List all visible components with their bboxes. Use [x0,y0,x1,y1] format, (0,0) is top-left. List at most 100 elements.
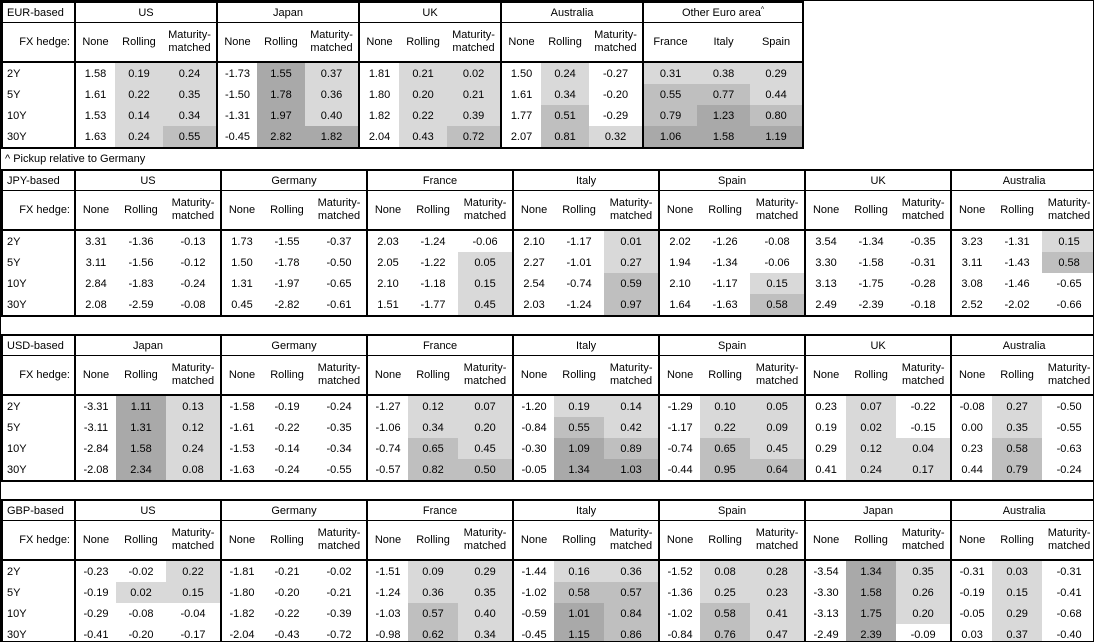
value-cell: -1.53 [220,438,263,459]
value-cell: -0.29 [602,109,629,122]
value-cell: 0.47 [750,624,806,641]
country-header: UK [804,170,952,191]
subcol-header: Rolling [116,520,166,561]
subcol-header: Maturity-matched [163,22,217,63]
value-cell: 0.45 [750,438,806,459]
value-cell: -0.24 [1056,463,1082,476]
value-cell: 0.24 [166,438,222,459]
value-cell: 0.55 [554,417,605,438]
value-cell: 0.42 [604,417,660,438]
value-cell: -0.39 [326,607,352,620]
row-label: 30Y [7,130,27,143]
value-cell: -0.72 [326,628,352,641]
value-cell: -2.08 [74,459,116,481]
value-cell: 0.23 [950,438,993,459]
table-row: 5Y 3.11 -1.56 -0.12 1.50 -1.78 -0.50 2.05 -1.22 0… [2,252,1093,273]
value-cell: 0.39 [447,105,502,126]
value-cell: 1.61 [74,84,115,105]
value-cell: 2.84 [74,273,116,294]
fx-hedge-label: FX hedge: [2,190,75,231]
value-cell: -1.63 [712,298,738,311]
value-cell: 0.40 [305,105,360,126]
country-header: Italy [512,335,660,356]
value-cell: 0.02 [846,417,897,438]
value-cell: -1.29 [658,395,701,417]
value-cell: 0.15 [1042,230,1093,252]
value-cell: 0.97 [604,294,660,316]
subcol-header: Rolling [846,520,897,561]
subcol-header: None [512,190,555,231]
value-cell: 0.24 [846,459,897,481]
value-cell: 1.94 [658,252,701,273]
value-cell: 0.27 [992,395,1043,417]
subcol-header: Rolling [846,355,897,396]
subcol-header: None [74,355,116,396]
country-header: France [366,335,514,356]
value-cell: 2.10 [366,273,409,294]
subcol-header: None [358,22,400,63]
value-cell: -1.97 [274,277,300,290]
value-cell: -0.08 [180,298,206,311]
value-cell: -0.35 [910,235,936,248]
value-cell: -1.24 [366,582,409,603]
usd-based-table-container: USD-based Japan Germany France Italy Spain UK A… [1,334,1093,482]
subcol-header: Maturity-matched [458,190,514,231]
value-cell: 0.29 [992,603,1043,624]
value-cell: -2.82 [274,298,300,311]
value-cell: 1.09 [554,438,605,459]
value-cell: 0.21 [447,84,502,105]
value-cell: 0.65 [700,438,751,459]
value-cell: 1.01 [554,603,605,624]
value-cell: 0.31 [642,62,698,84]
value-cell: 0.50 [458,459,514,481]
value-cell: -1.56 [128,256,154,269]
value-cell: -2.59 [128,298,154,311]
value-cell: 0.57 [408,603,459,624]
country-header: US [74,2,217,23]
value-cell: 0.03 [992,560,1043,582]
value-cell: 2.03 [366,230,409,252]
value-cell: 0.65 [408,438,459,459]
value-cell: -0.61 [326,298,352,311]
value-cell: -1.17 [712,277,738,290]
value-cell: 1.11 [116,395,166,417]
subcol-header: Rolling [700,190,751,231]
row-label: 10Y [7,277,27,290]
subcol-header: None [500,22,542,63]
value-cell: 0.64 [750,459,806,481]
value-cell: -0.55 [326,463,352,476]
value-cell: 0.05 [458,252,514,273]
value-cell: -1.50 [216,84,257,105]
value-cell: -1.24 [566,298,592,311]
value-cell: 0.22 [166,560,221,582]
value-cell: -0.27 [602,67,629,80]
value-cell: -0.22 [274,421,300,434]
value-cell: 0.15 [992,582,1043,603]
subcol-header: Rolling [541,22,590,63]
country-header: US [74,170,221,191]
value-cell: 0.28 [750,560,806,582]
value-cell: -1.36 [658,582,701,603]
value-cell: -1.01 [566,256,592,269]
value-cell: -1.31 [216,105,257,126]
value-cell: -0.65 [1056,277,1082,290]
value-cell: -1.03 [366,603,409,624]
value-cell: 1.34 [846,560,897,582]
subcol-header: None [804,520,847,561]
value-cell: 1.31 [116,417,166,438]
eur-based-table-container: EUR-based US Japan UK Australia Other Euro ar… [1,1,1093,149]
value-cell: 0.34 [458,624,514,641]
value-cell: -0.50 [326,256,352,269]
value-cell: 0.58 [554,582,605,603]
table-row: 5Y -3.11 1.31 0.12 -1.61 -0.22 -0.35 -1.06 0.34 0… [2,417,1093,438]
value-cell: -1.61 [220,417,263,438]
value-cell: -0.24 [180,277,206,290]
value-cell: -1.22 [420,256,446,269]
value-cell: 0.38 [697,62,751,84]
value-cell: -0.34 [326,442,352,455]
value-cell: -2.04 [220,624,262,641]
table-row: 2Y -0.23 -0.02 0.22 -1.81 -0.21 -0.02 -1.51 0.09… [2,560,1093,582]
country-header: UK [358,2,502,23]
value-cell: 0.17 [896,459,952,481]
subcol-header: Maturity-matched [312,520,368,561]
